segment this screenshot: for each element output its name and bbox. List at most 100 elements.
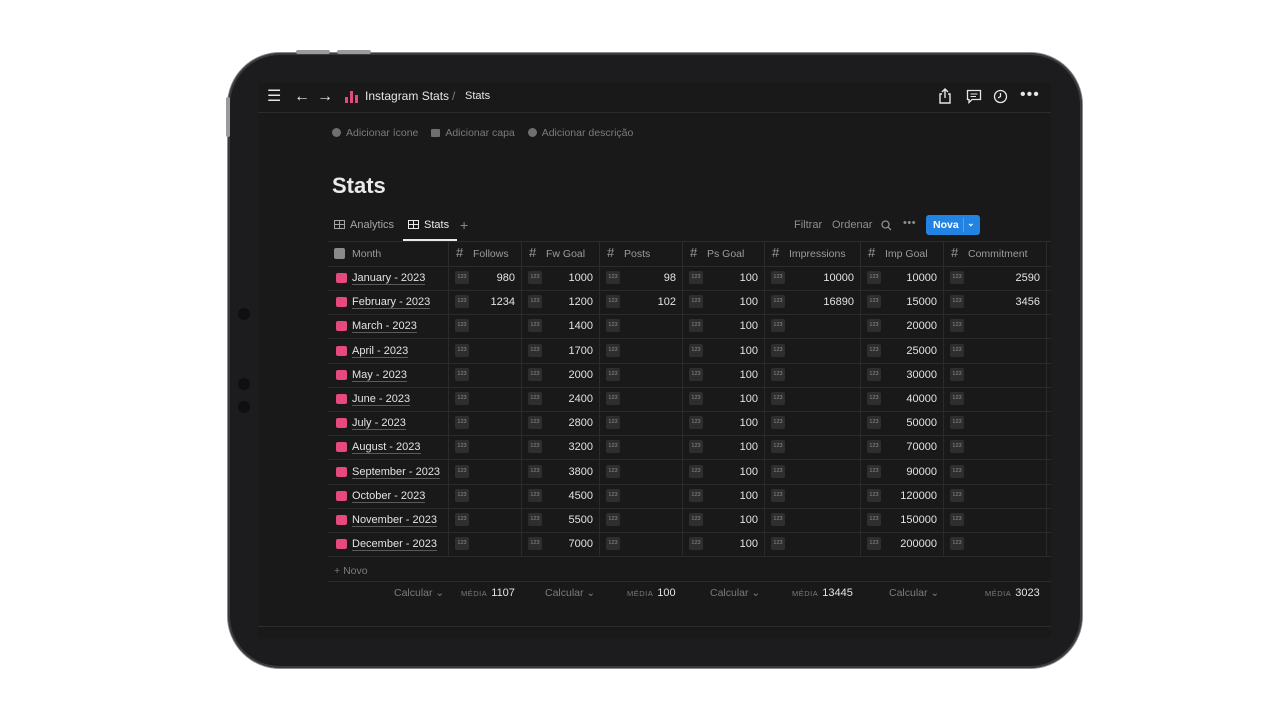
fw-goal-cell[interactable]: 123 1200 [522,290,600,315]
posts-cell[interactable]: 123 [600,387,683,411]
table-row[interactable]: September - 2023 123 123 3800 123 123 100 123 12… [328,459,1051,485]
month-cell[interactable]: March - 2023 [328,314,449,339]
search-icon[interactable] [881,220,892,231]
table-row[interactable]: November - 2023 123 123 5500 123 123 100 123 123… [328,508,1051,533]
commitment-cell[interactable]: 123 2590 [944,266,1047,290]
follows-average[interactable]: MÉDIA 1107 [461,587,515,599]
commitment-cell[interactable]: 123 [944,435,1047,460]
table-row[interactable]: February - 2023 123 1234 123 1200 123 102 123 10… [328,290,1051,316]
imp-goal-cell[interactable]: 123 20000 [861,314,944,339]
new-row-button[interactable]: + Novo [334,565,368,577]
column-header-posts[interactable]: # Posts [600,242,683,266]
imp-goal-cell[interactable]: 123 120000 [861,483,944,508]
column-header-commitment[interactable]: # Commitment [944,242,1047,266]
add-icon-button[interactable]: Adicionar ícone [332,127,418,139]
month-cell[interactable]: February - 2023 [328,290,449,315]
column-header-fw-goal[interactable]: # Fw Goal [522,242,600,266]
imp-goal-cell[interactable]: 123 150000 [861,508,944,532]
posts-average[interactable]: MÉDIA 100 [627,587,676,599]
posts-cell[interactable]: 123 [600,314,683,339]
month-name[interactable]: February - 2023 [352,296,431,310]
breadcrumb-page[interactable]: Stats [465,90,491,102]
table-row[interactable]: October - 2023 123 123 4500 123 123 100 123 123 1… [328,483,1051,509]
breadcrumb-app[interactable]: Instagram Stats [365,89,450,103]
month-name[interactable]: September - 2023 [352,465,441,479]
posts-cell[interactable]: 123 [600,338,683,363]
column-header-impressions[interactable]: # Impressions [765,242,861,266]
calculate-ps-goal-button[interactable]: Calcular ⌄ [710,587,761,599]
fw-goal-cell[interactable]: 123 2000 [522,362,600,387]
imp-goal-cell[interactable]: 123 15000 [861,290,944,315]
commitment-cell[interactable]: 123 3456 [944,290,1047,315]
ps-goal-cell[interactable]: 123 100 [683,508,765,532]
fw-goal-cell[interactable]: 123 5500 [522,508,600,532]
impressions-cell[interactable]: 123 [765,411,861,436]
month-name[interactable]: April - 2023 [352,344,409,358]
column-header-follows[interactable]: # Follows [449,242,522,266]
ps-goal-cell[interactable]: 123 100 [683,362,765,387]
fw-goal-cell[interactable]: 123 2800 [522,411,600,436]
add-description-button[interactable]: Adicionar descrição [527,127,633,139]
follows-cell[interactable]: 123 [449,435,522,460]
menu-icon[interactable]: ☰ [267,88,282,105]
page-title[interactable]: Stats [332,173,386,198]
commitment-cell[interactable]: 123 [944,362,1047,387]
follows-cell[interactable]: 123 [449,387,522,411]
fw-goal-cell[interactable]: 123 2400 [522,387,600,411]
ps-goal-cell[interactable]: 123 100 [683,459,765,484]
month-name[interactable]: July - 2023 [352,417,406,431]
add-cover-button[interactable]: Adicionar capa [431,127,515,139]
follows-cell[interactable]: 123 [449,508,522,532]
imp-goal-cell[interactable]: 123 25000 [861,338,944,363]
month-name[interactable]: June - 2023 [352,393,411,406]
imp-goal-cell[interactable]: 123 10000 [861,266,944,290]
posts-cell[interactable]: 123 [600,435,683,460]
filter-button[interactable]: Filtrar [794,219,823,231]
commitment-cell[interactable]: 123 [944,338,1047,363]
follows-cell[interactable]: 123 [449,362,522,387]
month-name[interactable]: March - 2023 [352,320,417,334]
forward-arrow-icon[interactable]: → [317,88,333,105]
fw-goal-cell[interactable]: 123 1400 [522,314,600,339]
table-row[interactable]: June - 2023 123 123 2400 123 123 100 123 123 4000… [328,387,1051,412]
posts-cell[interactable]: 123 [600,532,683,557]
table-row[interactable]: August - 2023 123 123 3200 123 123 100 123 123 70… [328,435,1051,461]
back-arrow-icon[interactable]: ← [294,88,310,105]
month-name[interactable]: August - 2023 [352,441,421,455]
imp-goal-cell[interactable]: 123 30000 [861,362,944,387]
month-cell[interactable]: August - 2023 [328,435,449,460]
imp-goal-cell[interactable]: 123 90000 [861,459,944,484]
chevron-down-icon[interactable]: ⌄ [967,218,975,228]
new-button[interactable]: Nova ⌄ [926,215,980,235]
table-row[interactable]: December - 2023 123 123 7000 123 123 100 123 123… [328,532,1051,558]
ps-goal-cell[interactable]: 123 100 [683,532,765,557]
impressions-cell[interactable]: 123 [765,435,861,460]
impressions-cell[interactable]: 123 [765,508,861,532]
commitment-cell[interactable]: 123 [944,314,1047,339]
follows-cell[interactable]: 123 980 [449,266,522,290]
month-name[interactable]: November - 2023 [352,514,437,527]
impressions-cell[interactable]: 123 [765,387,861,411]
calculate-fw-goal-button[interactable]: Calcular ⌄ [545,587,596,599]
follows-cell[interactable]: 123 [449,338,522,363]
ps-goal-cell[interactable]: 123 100 [683,411,765,436]
month-cell[interactable]: April - 2023 [328,338,449,363]
history-icon[interactable] [993,89,1008,104]
imp-goal-cell[interactable]: 123 50000 [861,411,944,436]
ps-goal-cell[interactable]: 123 100 [683,483,765,508]
impressions-cell[interactable]: 123 [765,532,861,557]
imp-goal-cell[interactable]: 123 200000 [861,532,944,557]
table-row[interactable]: July - 2023 123 123 2800 123 123 100 123 123 5000… [328,411,1051,437]
calculate-follows-button[interactable]: Calcular ⌄ [394,587,445,599]
ps-goal-cell[interactable]: 123 100 [683,314,765,339]
impressions-cell[interactable]: 123 [765,362,861,387]
posts-cell[interactable]: 123 [600,483,683,508]
comment-icon[interactable] [966,89,982,104]
more-icon[interactable]: ••• [1020,86,1040,103]
ps-goal-cell[interactable]: 123 100 [683,290,765,315]
ps-goal-cell[interactable]: 123 100 [683,266,765,290]
fw-goal-cell[interactable]: 123 1000 [522,266,600,290]
column-header-ps-goal[interactable]: # Ps Goal [683,242,765,266]
month-cell[interactable]: May - 2023 [328,362,449,387]
month-cell[interactable]: October - 2023 [328,483,449,508]
